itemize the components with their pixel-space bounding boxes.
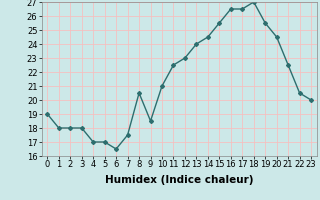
X-axis label: Humidex (Indice chaleur): Humidex (Indice chaleur) xyxy=(105,175,253,185)
